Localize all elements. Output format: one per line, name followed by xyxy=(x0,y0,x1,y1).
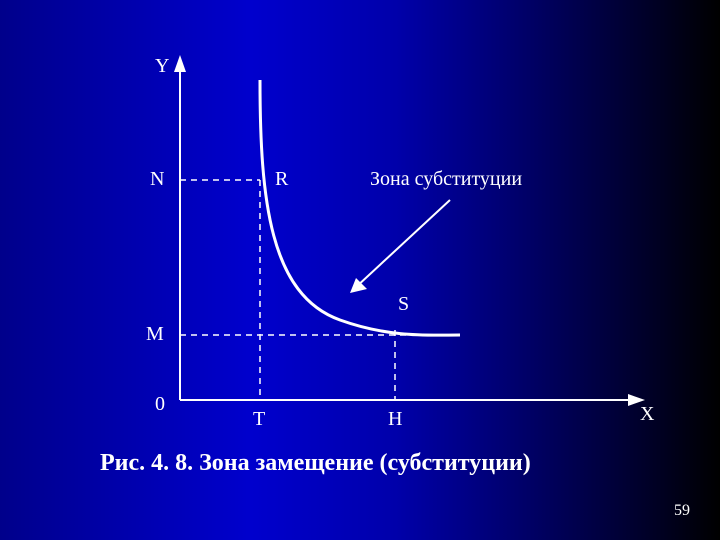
y-axis-arrowhead xyxy=(174,55,186,72)
label-r: R xyxy=(275,168,288,191)
label-m: M xyxy=(146,323,164,346)
page-number: 59 xyxy=(674,502,690,520)
annotation-arrow-line xyxy=(355,200,450,288)
y-axis-label: Y xyxy=(155,55,169,78)
x-axis-label: X xyxy=(640,403,654,426)
label-origin: 0 xyxy=(155,393,165,416)
label-h: H xyxy=(388,408,402,431)
figure-caption: Рис. 4. 8. Зона замещение (субституции) xyxy=(100,450,531,477)
label-s: S xyxy=(398,293,409,316)
label-t: T xyxy=(253,408,265,431)
label-n: N xyxy=(150,168,164,191)
indifference-curve xyxy=(260,80,460,335)
annotation-text: Зона субституции xyxy=(370,168,522,191)
